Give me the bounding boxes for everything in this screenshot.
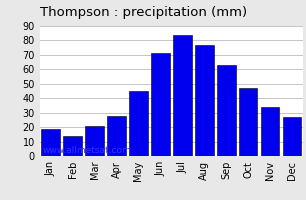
Bar	[63, 136, 82, 156]
Text: www.allmetsat.com: www.allmetsat.com	[43, 146, 131, 155]
Bar	[217, 65, 236, 156]
Bar	[173, 35, 192, 156]
Bar	[195, 45, 214, 156]
Bar	[85, 126, 104, 156]
Bar	[261, 107, 279, 156]
Bar	[107, 116, 126, 156]
Bar	[41, 129, 60, 156]
Bar	[239, 88, 257, 156]
Bar	[129, 91, 148, 156]
Bar	[151, 53, 170, 156]
Bar	[283, 117, 301, 156]
Text: Thompson : precipitation (mm): Thompson : precipitation (mm)	[40, 6, 247, 19]
